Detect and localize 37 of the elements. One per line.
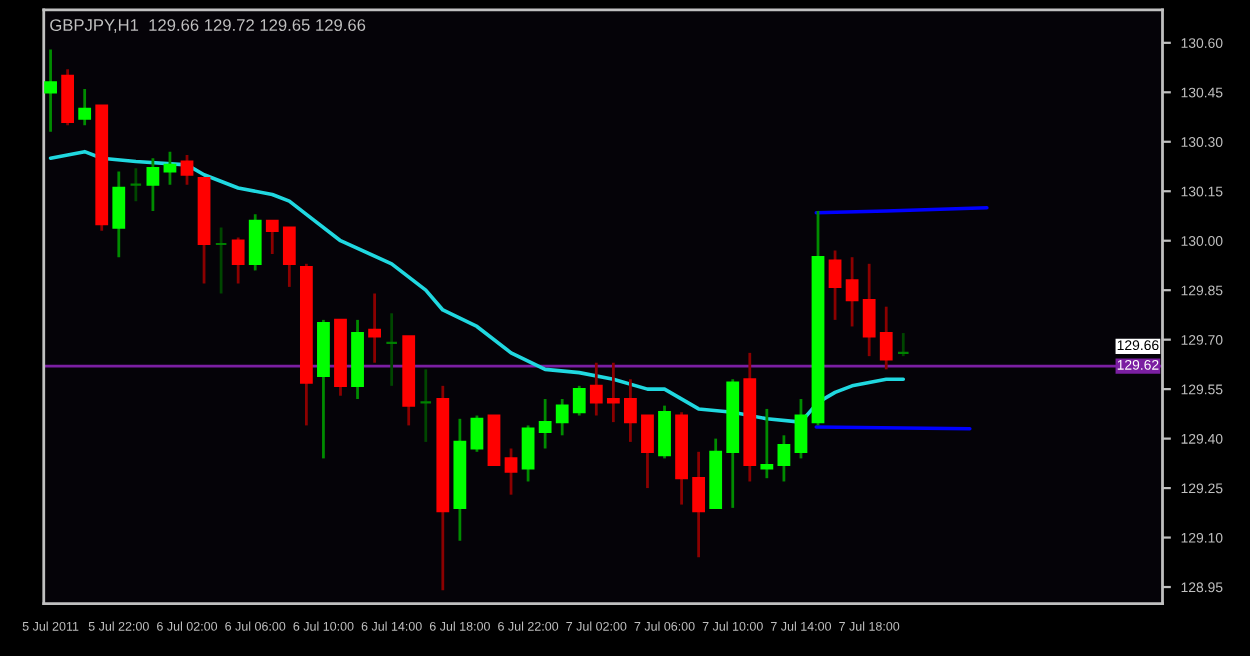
candlestick (828, 249, 842, 322)
candlestick (521, 424, 535, 483)
candlestick (862, 262, 876, 358)
candlestick (692, 450, 706, 559)
candlestick (794, 397, 808, 460)
candlestick (61, 67, 75, 127)
candlestick (538, 397, 552, 450)
candlestick (78, 87, 92, 127)
candlestick (282, 226, 296, 289)
candlestick (385, 311, 399, 388)
candlestick (44, 48, 57, 134)
candlestick (641, 414, 654, 490)
candlestick (248, 212, 262, 272)
candlestick (231, 236, 245, 285)
candlestick (606, 361, 620, 424)
candlestick (879, 305, 893, 371)
chart-title: GBPJPY,H1 129.66 129.72 129.65 129.66 (50, 19, 366, 33)
candlestick (896, 331, 910, 358)
candlestick (265, 219, 279, 256)
candlestick (470, 414, 484, 454)
candlestick (368, 292, 381, 365)
candlestick (777, 433, 791, 483)
candlestick (146, 156, 160, 213)
candlestick (624, 377, 637, 444)
candlestick (180, 153, 194, 187)
candlestick (214, 226, 228, 295)
candlestick (163, 150, 177, 187)
candlestick (658, 404, 671, 460)
candlestick (589, 361, 603, 417)
candlestick (112, 170, 126, 259)
candlestick (504, 447, 518, 497)
candlestick (845, 255, 859, 328)
candlestick (760, 407, 774, 480)
candlestick (129, 166, 143, 203)
candlestick (555, 397, 569, 437)
candlestick (419, 367, 433, 444)
candlestick (572, 384, 586, 417)
